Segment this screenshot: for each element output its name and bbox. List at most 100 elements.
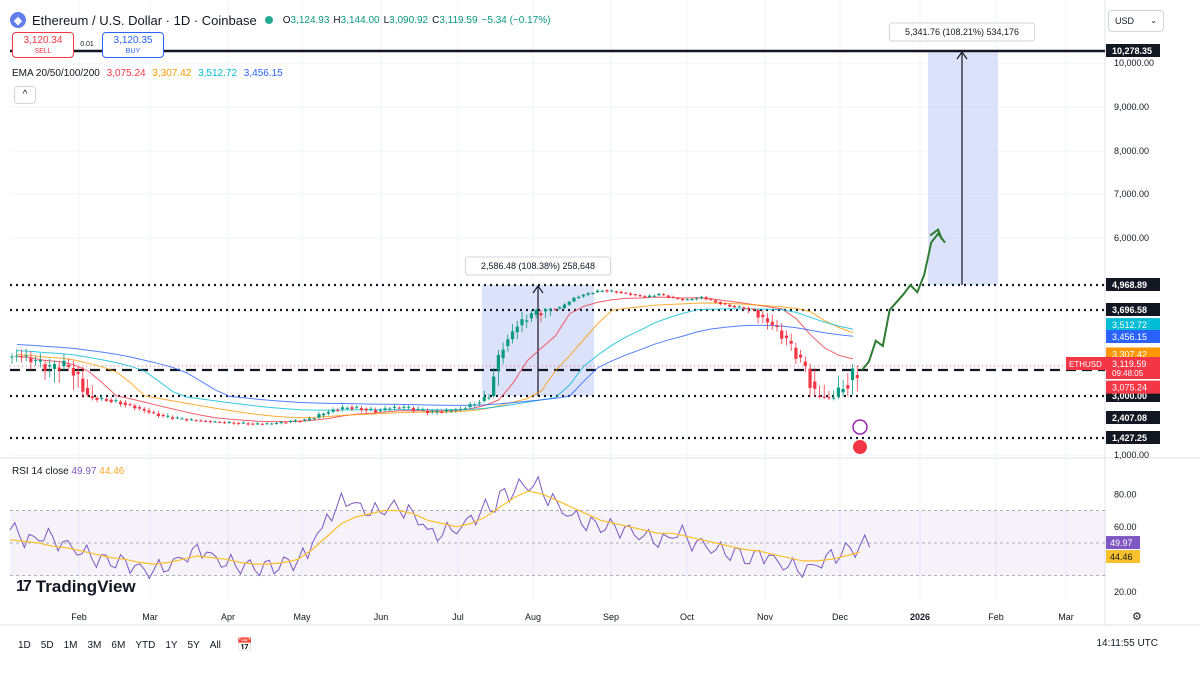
candle-body xyxy=(95,397,99,400)
level-tag-text: 3,000.00 xyxy=(1112,391,1147,401)
tf-all[interactable]: All xyxy=(209,639,221,651)
candle-body xyxy=(43,364,47,372)
candle-body xyxy=(85,388,90,395)
candle-body xyxy=(411,408,415,411)
candle-body xyxy=(29,358,33,363)
candle-body xyxy=(185,419,189,421)
candle-body xyxy=(695,298,699,300)
tf-5y[interactable]: 5Y xyxy=(187,639,200,651)
level-tag-text: 3,696.58 xyxy=(1112,305,1147,315)
price-axis-label: 8,000.00 xyxy=(1114,146,1149,156)
candle-body xyxy=(279,421,283,424)
chart-header: ◆ Ethereum / U.S. Dollar · 1D · Coinbase… xyxy=(10,8,554,32)
measure-label-box xyxy=(888,22,1036,42)
candle-body xyxy=(577,296,581,299)
settings-icon[interactable]: ⚙ xyxy=(1132,611,1142,623)
candle-body xyxy=(123,402,127,405)
x-tick-label: Apr xyxy=(221,612,235,622)
candle-body xyxy=(714,300,718,303)
chevron-down-icon: ⌄ xyxy=(1150,16,1157,25)
currency-select[interactable]: USD ⌄ xyxy=(1108,10,1164,32)
x-tick-label: Oct xyxy=(680,612,695,622)
candle-body xyxy=(298,421,302,423)
candle-body xyxy=(586,293,590,295)
candle-body xyxy=(265,423,269,425)
event-lightning-icon xyxy=(852,419,868,435)
candle-body xyxy=(104,399,109,401)
x-tick-label: Mar xyxy=(1058,612,1074,622)
candle-body xyxy=(605,290,609,292)
symbol-title[interactable]: Ethereum / U.S. Dollar · 1D · Coinbase xyxy=(32,12,257,28)
candle-body xyxy=(194,420,198,422)
candle-body xyxy=(444,409,449,412)
ohlc-open: O3,124.93 xyxy=(282,14,330,26)
candle-body xyxy=(544,309,548,312)
candle-body xyxy=(208,421,212,423)
candle-body xyxy=(67,364,71,367)
candle-body xyxy=(761,314,765,318)
candle-body xyxy=(119,401,123,405)
candle-body xyxy=(685,299,689,301)
level-tag xyxy=(1106,431,1160,444)
ema-tag xyxy=(1106,330,1160,344)
candle-body xyxy=(90,396,94,399)
candle-body xyxy=(454,409,458,411)
rsi-ma-tag-text: 44.46 xyxy=(1110,552,1133,562)
buy-button[interactable]: 3,120.35 BUY xyxy=(102,32,164,58)
candle-body xyxy=(751,308,755,310)
date-range-icon[interactable]: 📅 xyxy=(236,637,254,652)
candle-body xyxy=(567,301,571,305)
candle-body xyxy=(477,402,482,404)
candle-body xyxy=(374,410,378,413)
ema-tag xyxy=(1106,380,1160,394)
sell-button[interactable]: 3,120.34 SELL xyxy=(12,32,74,58)
measure-box xyxy=(928,51,998,285)
candle-body xyxy=(312,418,316,420)
candle-body xyxy=(610,290,614,292)
ohlc-close: C3,119.59 xyxy=(432,14,478,26)
candle-body xyxy=(170,417,175,419)
rsi-value-tag xyxy=(1106,536,1140,550)
candle-body xyxy=(510,331,515,340)
candle-body xyxy=(591,292,595,294)
price-axis-label: 7,000.00 xyxy=(1114,189,1149,199)
collapse-legend-button[interactable]: ^ xyxy=(14,86,36,104)
candle-body xyxy=(307,418,312,421)
candle-body xyxy=(553,309,557,311)
candle-body xyxy=(128,404,132,406)
tf-1m[interactable]: 1M xyxy=(63,639,78,651)
tf-ytd[interactable]: YTD xyxy=(135,639,156,651)
tf-6m[interactable]: 6M xyxy=(111,639,126,651)
candle-body xyxy=(539,313,543,316)
rsi-value-tag-text: 49.97 xyxy=(1110,538,1133,548)
tf-1d[interactable]: 1D xyxy=(18,639,31,651)
x-tick-label: Feb xyxy=(71,612,87,622)
level-tag xyxy=(1106,278,1160,291)
rsi-line xyxy=(9,475,871,580)
tf-5d[interactable]: 5D xyxy=(40,639,54,651)
price-axis-label: 1,000.00 xyxy=(1114,450,1149,460)
x-tick-label: Aug xyxy=(525,612,541,622)
ema-legend[interactable]: EMA 20/50/100/200 3,075.24 3,307.42 3,51… xyxy=(12,68,287,79)
utc-clock[interactable]: 14:11:55 UTC xyxy=(1096,638,1158,649)
candle-body xyxy=(501,349,505,359)
candle-body xyxy=(359,408,364,411)
candle-body xyxy=(732,306,737,308)
tf-1y[interactable]: 1Y xyxy=(165,639,178,651)
tradingview-logo: 17 TradingView xyxy=(16,577,136,596)
ema-line xyxy=(17,308,854,411)
rsi-legend[interactable]: RSI 14 close 49.97 44.46 xyxy=(12,466,124,477)
ema-20-value: 3,075.24 xyxy=(106,68,146,79)
x-tick-label: May xyxy=(293,612,311,622)
candle-body xyxy=(747,307,751,310)
timeframe-bar: 1D 5D 1M 3M 6M YTD 1Y 5Y All 📅 xyxy=(0,630,1200,660)
candle-body xyxy=(15,355,19,357)
candle-body xyxy=(629,293,633,295)
x-tick-label: Mar xyxy=(142,612,158,622)
candle-body xyxy=(704,297,708,300)
candle-body xyxy=(369,408,373,410)
tf-3m[interactable]: 3M xyxy=(87,639,102,651)
candle-body xyxy=(350,407,354,410)
level-tag-text: 4,968.89 xyxy=(1112,280,1147,290)
